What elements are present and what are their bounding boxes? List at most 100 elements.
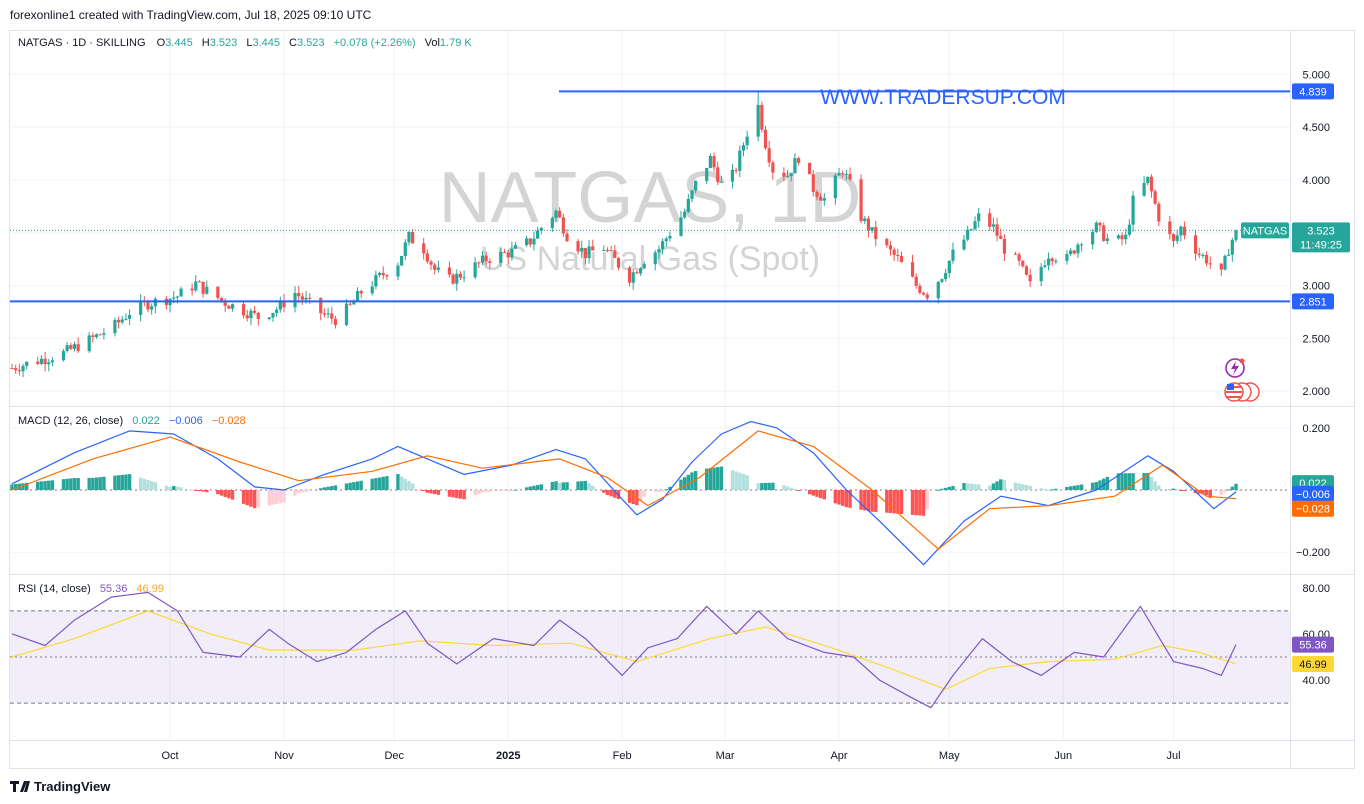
candle-body [216,286,220,298]
candle-body [484,255,488,262]
candle-body [1168,221,1172,235]
candle-body [539,227,543,231]
macd-histogram-bar [951,485,955,490]
candle-body [583,247,588,259]
macd-histogram-bar [355,481,360,490]
candle-body [249,310,253,319]
candle-body [1219,263,1223,270]
macd-histogram-bar [1065,486,1069,490]
volume-value: 1.79 K [440,37,472,49]
macd-histogram-bar [21,483,25,490]
macd-histogram-bar [807,490,812,495]
candle-body [988,213,992,227]
macd-histogram-bar [267,490,271,506]
candle-body [657,249,661,253]
candle-body [896,254,900,257]
candle-body [1013,253,1018,255]
macd-histogram-bar [1142,473,1146,490]
candle-body [1098,222,1102,226]
macd-histogram-bar [1046,490,1051,491]
macd-histogram-bar [550,481,555,490]
macd-histogram-bar [458,490,463,499]
time-tick-label: Feb [613,750,632,762]
candle-body [116,319,121,323]
candle-body [194,281,198,291]
macd-histogram-bar [999,479,1003,490]
us-flag-events-icon[interactable] [1224,382,1260,402]
candle-body [763,129,768,149]
candle-body [631,272,635,283]
symbol-tag-bg [1241,222,1289,239]
macd-histogram-bar [282,490,286,503]
macd-histogram-bar [657,490,661,492]
candle-body [1043,265,1047,267]
time-tick-label: Dec [384,750,404,762]
macd-histogram-bar [300,490,305,493]
candle-body [400,256,404,266]
candle-body [1142,183,1146,196]
macd-histogram-bar [230,490,235,500]
candle-body [230,304,235,309]
macd-histogram-bar [848,490,852,508]
change-value: +0.078 (+2.26%) [334,37,416,49]
candle-body [999,235,1003,239]
time-tick-label: May [939,750,960,762]
macd-histogram-bar [705,468,709,490]
candle-body [870,227,874,231]
candle-body [613,250,617,258]
macd-histogram-bar [149,481,154,490]
candle-body [473,262,477,278]
lightning-icon[interactable] [1225,358,1245,378]
candle-body [848,174,852,180]
macd-histogram-bar [190,489,194,491]
candle-body [1024,266,1029,275]
macd-histogram-bar [1153,481,1157,490]
candle-body [359,291,363,294]
macd-histogram-bar [271,490,275,505]
candle-body [139,300,143,315]
candle-body [738,150,742,171]
candle-body [252,310,257,313]
macd-legend[interactable]: MACD (12, 26, close) 0.022 −0.006 −0.028 [18,415,246,427]
macd-histogram-bar [197,490,202,491]
macd-histogram-bar [425,490,430,493]
candle-body [458,273,463,278]
candle-body [914,276,918,286]
macd-histogram-bar [219,490,224,496]
macd-histogram-bar [921,490,926,516]
symbol-legend[interactable]: NATGAS · 1D · SKILLING O3.445 H3.523 L3.… [18,37,472,49]
last-price-tag: 3.523 [1307,225,1335,237]
macd-histogram-bar [969,483,974,490]
candle-body [179,288,183,297]
macd-histogram-bar [679,479,683,490]
macd-histogram-bar [576,481,580,490]
candle-body [991,224,996,227]
candle-body [874,227,878,240]
candle-body [716,167,720,182]
macd-histogram-bar [1182,490,1187,491]
candle-body [43,358,47,365]
tradingview-logo[interactable]: TradingView [10,779,111,794]
candle-body [524,238,529,246]
candle-body [1124,234,1128,240]
macd-histogram-bar [686,474,691,490]
candle-body [683,211,687,218]
rsi-legend[interactable]: RSI (14, close) 55.36 46.99 [18,583,164,595]
candle-body [833,175,837,199]
macd-signal-value: −0.028 [212,415,246,427]
candle-body [39,358,44,364]
macd-line-tag-bg [1292,485,1334,502]
macd-histogram-bar [50,480,55,490]
macd-title: MACD (12, 26, close) [18,415,123,427]
candle-body [664,238,668,242]
candle-body [297,293,301,297]
macd-histogram-bar [660,490,665,492]
macd-histogram-bar [1124,473,1128,490]
macd-histogram-bar [462,490,466,500]
macd-histogram-bar [433,490,437,495]
candle-body [330,313,334,319]
macd-histogram-bar [370,478,374,490]
candle-body [69,345,73,349]
macd-histogram-bar [664,489,668,491]
symbol-line: NATGAS · 1D · SKILLING [18,37,146,49]
